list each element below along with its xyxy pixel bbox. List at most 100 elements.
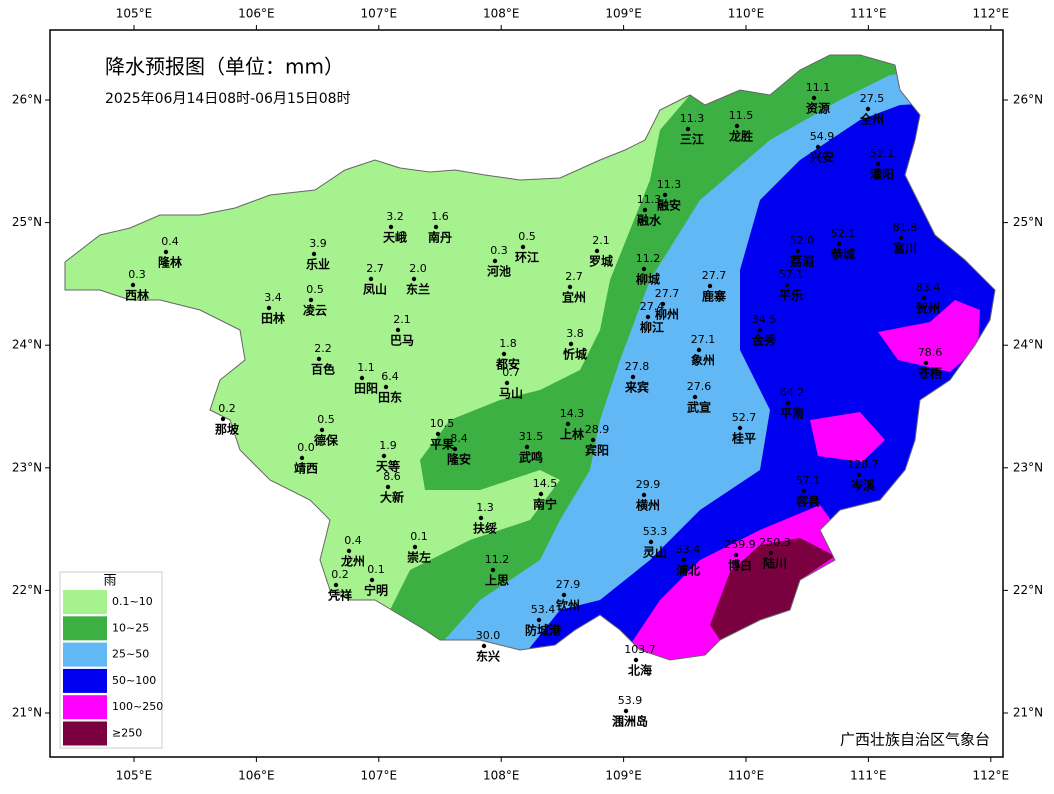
station-value: 57.1 bbox=[779, 268, 804, 281]
station-dot bbox=[395, 327, 401, 333]
station-value: 0.5 bbox=[306, 283, 324, 296]
station-name: 防城港 bbox=[525, 623, 562, 638]
station-name: 富川 bbox=[893, 241, 917, 256]
station-name: 来宾 bbox=[624, 380, 649, 395]
region bbox=[710, 538, 835, 640]
lat-tick-label: 23°N bbox=[12, 460, 42, 474]
station-dot bbox=[737, 425, 743, 431]
station-name: 桂平 bbox=[731, 431, 756, 446]
station-dot bbox=[316, 356, 322, 362]
station-value: 1.3 bbox=[476, 501, 494, 514]
station-value: 30.0 bbox=[476, 629, 501, 642]
station-dot bbox=[565, 421, 571, 427]
station-dot bbox=[685, 126, 691, 132]
legend-swatch bbox=[63, 616, 107, 641]
station-name: 横州 bbox=[636, 498, 660, 513]
station-dot bbox=[520, 244, 526, 250]
station-dot bbox=[319, 427, 325, 433]
region bbox=[810, 412, 885, 462]
station-name: 凌云 bbox=[303, 303, 327, 318]
station-value: 0.4 bbox=[344, 534, 362, 547]
station-name: 融安 bbox=[657, 198, 681, 213]
station-dot bbox=[692, 394, 698, 400]
station-value: 27.7 bbox=[702, 269, 727, 282]
station-value: 81.8 bbox=[893, 221, 918, 234]
station-dot bbox=[504, 380, 510, 386]
station-name: 天等 bbox=[376, 459, 400, 474]
station-value: 3.8 bbox=[566, 327, 584, 340]
station-dot bbox=[795, 248, 801, 254]
station-value: 2.7 bbox=[565, 270, 583, 283]
station-dot bbox=[308, 297, 314, 303]
legend-label: 10~25 bbox=[112, 621, 149, 634]
station-name: 灌阳 bbox=[869, 167, 894, 182]
station-dot bbox=[734, 123, 740, 129]
station-value: 2.7 bbox=[366, 262, 384, 275]
station-dot bbox=[385, 484, 391, 490]
station-name: 西林 bbox=[125, 288, 149, 303]
station-name: 田东 bbox=[378, 390, 402, 405]
station-name: 那坡 bbox=[215, 422, 240, 437]
station-name: 凭祥 bbox=[327, 588, 352, 603]
station-value: 0.3 bbox=[490, 244, 508, 257]
station-value: 2.1 bbox=[592, 234, 610, 247]
station-value: 57.1 bbox=[796, 474, 821, 487]
lon-tick-label: 110°E bbox=[728, 7, 765, 21]
lon-tick-label: 105°E bbox=[116, 7, 153, 21]
station-value: 0.2 bbox=[218, 402, 236, 415]
station-name: 荔浦 bbox=[789, 254, 814, 269]
lat-tick-label: 26°N bbox=[1013, 93, 1043, 107]
station-name: 融水 bbox=[637, 213, 662, 228]
station-dot bbox=[536, 617, 542, 623]
station-name: 博白 bbox=[728, 558, 752, 573]
station-name: 天峨 bbox=[383, 230, 407, 245]
station-value: 54.9 bbox=[810, 130, 835, 143]
station-name: 忻城 bbox=[563, 347, 587, 362]
station-value: 10.5 bbox=[430, 417, 455, 430]
station-dot bbox=[130, 282, 136, 288]
station-dot bbox=[388, 224, 394, 230]
station-value: 53.4 bbox=[676, 543, 701, 556]
station-dot bbox=[481, 643, 487, 649]
station-value: 3.4 bbox=[264, 291, 282, 304]
station-value: 8.6 bbox=[383, 470, 401, 483]
station-value: 27.4 bbox=[640, 300, 665, 313]
station-dot bbox=[641, 266, 647, 272]
lat-tick-label: 26°N bbox=[12, 93, 42, 107]
station-value: 11.3 bbox=[680, 112, 705, 125]
station-dot bbox=[383, 384, 389, 390]
station-name: 靖西 bbox=[294, 461, 318, 476]
station-name: 柳江 bbox=[640, 320, 664, 335]
station-name: 钦州 bbox=[556, 598, 580, 613]
station-dot bbox=[524, 444, 530, 450]
station-dot bbox=[923, 360, 929, 366]
station-dot bbox=[707, 283, 713, 289]
station-value: 11.5 bbox=[729, 109, 754, 122]
station-name: 隆安 bbox=[447, 452, 471, 467]
station-dot bbox=[568, 341, 574, 347]
station-value: 11.3 bbox=[657, 178, 682, 191]
station-dot bbox=[561, 592, 567, 598]
station-name: 东兴 bbox=[476, 649, 500, 664]
lon-tick-label: 107°E bbox=[361, 769, 398, 783]
lat-tick-label: 22°N bbox=[12, 583, 42, 597]
station-name: 乐业 bbox=[306, 257, 330, 272]
station-value: 2.2 bbox=[314, 342, 332, 355]
lat-tick-label: 24°N bbox=[12, 338, 42, 352]
station-name: 全州 bbox=[859, 112, 884, 127]
station-value: 0.1 bbox=[410, 530, 428, 543]
station-value: 1.1 bbox=[357, 361, 375, 374]
station-name: 上思 bbox=[485, 573, 509, 588]
station-value: 53.9 bbox=[618, 694, 643, 707]
station-value: 27.8 bbox=[625, 360, 650, 373]
map-subtitle: 2025年06月14日08时-06月15日08时 bbox=[105, 91, 351, 107]
station-dot bbox=[784, 282, 790, 288]
station-name: 鹿寨 bbox=[702, 289, 726, 304]
station-name: 德保 bbox=[314, 433, 339, 448]
station-name: 百色 bbox=[311, 362, 335, 377]
station-name: 河池 bbox=[486, 264, 511, 279]
station-dot bbox=[594, 248, 600, 254]
station-dot bbox=[836, 241, 842, 247]
station-name: 平果 bbox=[430, 438, 454, 452]
station-dot bbox=[768, 550, 774, 556]
